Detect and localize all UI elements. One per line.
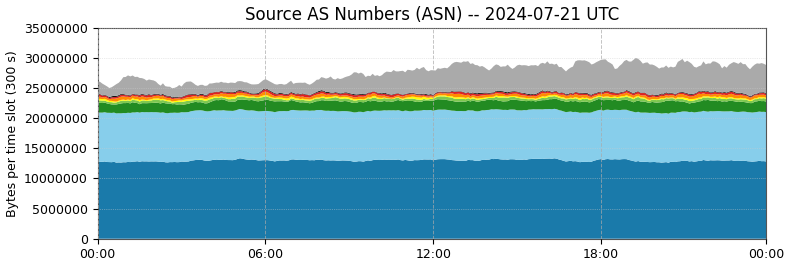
Title: Source AS Numbers (ASN) -- 2024-07-21 UTC: Source AS Numbers (ASN) -- 2024-07-21 UT… bbox=[245, 6, 619, 23]
Y-axis label: Bytes per time slot (300 s): Bytes per time slot (300 s) bbox=[6, 50, 18, 217]
